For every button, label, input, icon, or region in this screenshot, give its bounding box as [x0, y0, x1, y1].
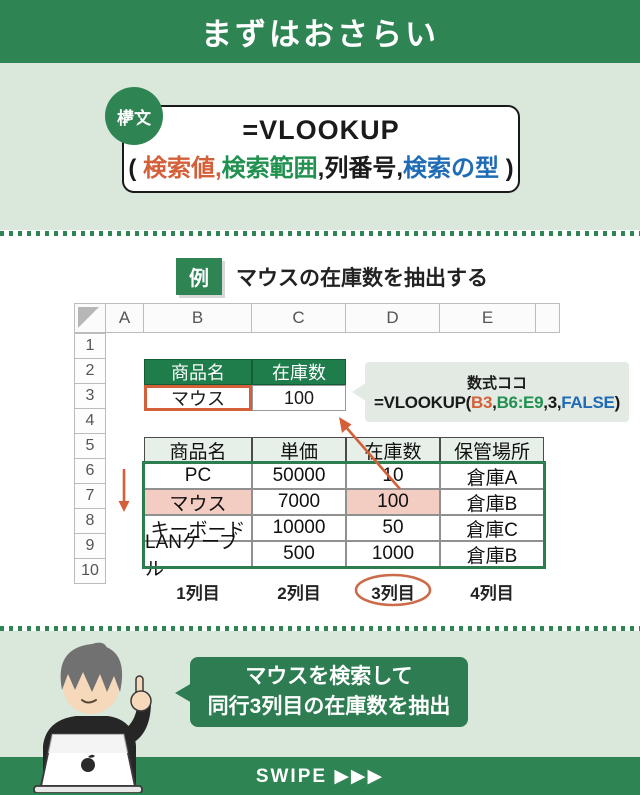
arg-lookup-value: 検索値	[142, 155, 215, 182]
close-paren: )	[505, 155, 514, 182]
data-header-location: 保管場所	[440, 437, 544, 463]
sheet-column-headers: A B C D E	[74, 303, 560, 333]
sheet-row-numbers: 1 2 3 4 5 6 7 8 9 10	[74, 333, 106, 584]
row-header-4: 4	[74, 408, 106, 434]
col-label-1: 1列目	[176, 584, 220, 603]
formula-match-type: FALSE	[561, 392, 615, 412]
speech-line-2: 同行3列目の在庫数を抽出	[207, 695, 451, 718]
col-label-2: 2列目	[277, 584, 321, 603]
table-cell: 10000	[252, 515, 346, 541]
arg-match-type: 検索の型	[403, 155, 499, 182]
table-cell: 7000	[252, 489, 346, 515]
table-cell: LANケーブル	[144, 532, 252, 580]
table-cell: 50	[346, 515, 440, 541]
callout-formula: =VLOOKUP(B3,B6:E9,3,FALSE)	[374, 393, 620, 413]
table-cell-match-stock: 100	[346, 489, 440, 515]
formula-comma-2: ,	[543, 392, 548, 412]
select-all-corner	[74, 303, 106, 333]
formula-col-index: 3	[547, 392, 557, 412]
col-label-3: 3列目	[371, 584, 415, 603]
dotted-divider-bottom	[0, 625, 640, 631]
formula-name: =VLOOKUP	[242, 115, 400, 145]
table-cell-match-product: マウス	[144, 489, 252, 515]
open-paren: (	[128, 155, 137, 182]
down-arrow-icon	[118, 469, 130, 512]
source-data-table: 商品名 単価 在庫数 保管場所 PC 50000 10 倉庫A マウス 7000…	[144, 437, 544, 580]
table-cell: PC	[144, 463, 252, 489]
formula-prefix: =VLOOKUP(	[374, 392, 471, 412]
table-cell: 1000	[346, 541, 440, 567]
row-header-6: 6	[74, 458, 106, 484]
col-header-stub	[535, 303, 560, 333]
corner-triangle-icon	[78, 307, 99, 328]
table-cell: 倉庫A	[440, 463, 544, 489]
col-header-c: C	[251, 303, 346, 333]
header-bar: まずはおさらい	[0, 0, 640, 63]
speech-bubble: マウスを検索して 同行3列目の在庫数を抽出	[175, 657, 468, 727]
col-header-b: B	[143, 303, 252, 333]
syntax-box: =VLOOKUP ( 検索値,検索範囲,列番号,検索の型 ) 構文	[105, 87, 520, 193]
callout-title: 数式ココ	[466, 374, 527, 392]
row-header-9: 9	[74, 533, 106, 559]
col-header-d: D	[345, 303, 440, 333]
table-cell: 500	[252, 541, 346, 567]
dotted-divider-top	[0, 230, 640, 236]
comma-2: ,	[317, 155, 325, 182]
row-header-5: 5	[74, 433, 106, 459]
lookup-header-product: 商品名	[144, 359, 252, 385]
row-header-10: 10	[74, 558, 106, 584]
arg-range: 検索範囲	[221, 155, 318, 182]
table-cell: 50000	[252, 463, 346, 489]
spreadsheet: A B C D E 1 2 3 4 5 6 7 8 9 10	[74, 303, 629, 607]
row-header-1: 1	[74, 333, 106, 359]
row-header-8: 8	[74, 508, 106, 534]
formula-suffix: )	[614, 392, 621, 412]
data-header-price: 単価	[252, 437, 346, 463]
syntax-section: =VLOOKUP ( 検索値,検索範囲,列番号,検索の型 ) 構文	[0, 63, 640, 230]
col-label-4: 4列目	[470, 584, 514, 603]
syntax-badge-label: 構文	[117, 108, 151, 128]
data-header-product: 商品名	[144, 437, 252, 463]
page-title: まずはおさらい	[201, 17, 439, 52]
table-cell: 倉庫C	[440, 515, 544, 541]
col-header-e: E	[439, 303, 536, 333]
arg-col-num: 列番号	[324, 155, 397, 182]
col-header-a: A	[105, 303, 144, 333]
example-header: 例 マウスの在庫数を抽出する	[176, 258, 488, 295]
example-title: マウスの在庫数を抽出する	[236, 266, 488, 290]
data-header-stock: 在庫数	[346, 437, 440, 463]
cell-b3-lookup-value: マウス	[144, 385, 252, 411]
speech-line-1: マウスを検索して	[245, 664, 413, 688]
example-section: 例 マウスの在庫数を抽出する A B C D E 1 2 3 4 5 6	[0, 236, 640, 625]
row-header-3: 3	[74, 383, 106, 409]
cell-c3-result: 100	[252, 385, 346, 411]
swipe-label: SWIPE ▶▶▶	[255, 765, 385, 787]
character-illustration	[33, 642, 152, 793]
row-header-7: 7	[74, 483, 106, 509]
formula-range-ref: B6:E9	[496, 392, 544, 412]
formula-comma-3: ,	[556, 392, 562, 412]
example-badge: 例	[176, 258, 222, 295]
comma-3: ,	[396, 155, 403, 182]
table-cell: 倉庫B	[440, 541, 544, 567]
formula-lookup-ref: B3	[470, 392, 493, 412]
formula-arguments: ( 検索値,検索範囲,列番号,検索の型 )	[128, 148, 513, 183]
table-cell: キーボード	[144, 515, 252, 541]
footer-section: マウスを検索して 同行3列目の在庫数を抽出	[0, 631, 640, 793]
table-cell: 倉庫B	[440, 489, 544, 515]
lookup-header-stock: 在庫数	[252, 359, 346, 385]
syntax-badge: 構文	[105, 87, 163, 145]
table-cell: 10	[346, 463, 440, 489]
formula-callout: 数式ココ =VLOOKUP(B3,B6:E9,3,FALSE)	[352, 362, 629, 422]
row-header-2: 2	[74, 358, 106, 384]
lookup-result-table: 商品名 在庫数 マウス 100	[144, 359, 346, 411]
comma-1: ,	[214, 155, 222, 182]
formula-comma-1: ,	[492, 392, 497, 412]
